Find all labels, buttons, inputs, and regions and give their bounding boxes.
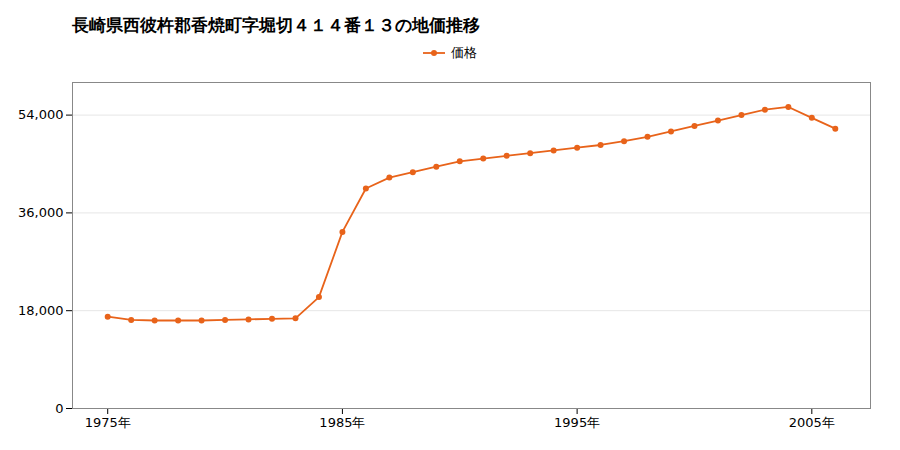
svg-text:54,000: 54,000 <box>18 107 64 122</box>
svg-text:1975年: 1975年 <box>85 415 131 430</box>
svg-text:2005年: 2005年 <box>789 415 835 430</box>
svg-text:18,000: 18,000 <box>18 303 64 318</box>
html-text:価格: 価格 <box>451 45 477 60</box>
svg-text:1995年: 1995年 <box>554 415 600 430</box>
svg-text:0: 0 <box>55 401 63 416</box>
svg-text:36,000: 36,000 <box>18 205 64 220</box>
html-text:長崎県西彼杵郡香焼町字堀切４１４番１３の地価推移: 長崎県西彼杵郡香焼町字堀切４１４番１３の地価推移 <box>72 15 480 35</box>
svg-text:1985年: 1985年 <box>319 415 365 430</box>
